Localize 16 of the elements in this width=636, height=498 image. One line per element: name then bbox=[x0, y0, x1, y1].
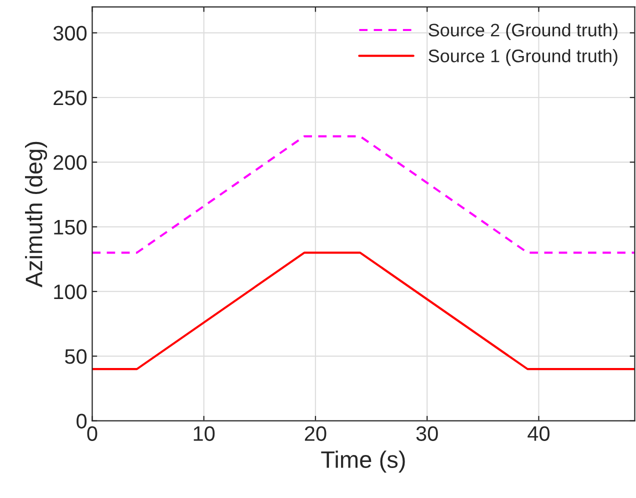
y-tick-label: 150 bbox=[54, 220, 87, 235]
x-tick-label: 30 bbox=[416, 426, 438, 441]
x-tick-label: 10 bbox=[194, 426, 215, 441]
x-tick-label: 40 bbox=[528, 426, 550, 441]
y-tick-label: 300 bbox=[53, 26, 87, 41]
legend-label: Source 1 (Ground truth) bbox=[428, 49, 618, 66]
y-tick-label: 250 bbox=[54, 90, 87, 106]
legend-label: Source 2 (Ground truth) bbox=[428, 23, 618, 40]
y-tick-label: 100 bbox=[54, 284, 87, 300]
y-axis-title: Azimuth (deg) bbox=[25, 142, 48, 288]
y-tick-label: 50 bbox=[65, 349, 87, 364]
x-tick-label: 20 bbox=[304, 426, 326, 441]
x-axis-title: Time (s) bbox=[321, 450, 405, 473]
y-tick-label: 0 bbox=[76, 414, 87, 429]
x-tick-label: 0 bbox=[87, 426, 98, 441]
y-tick-label: 200 bbox=[54, 155, 87, 170]
